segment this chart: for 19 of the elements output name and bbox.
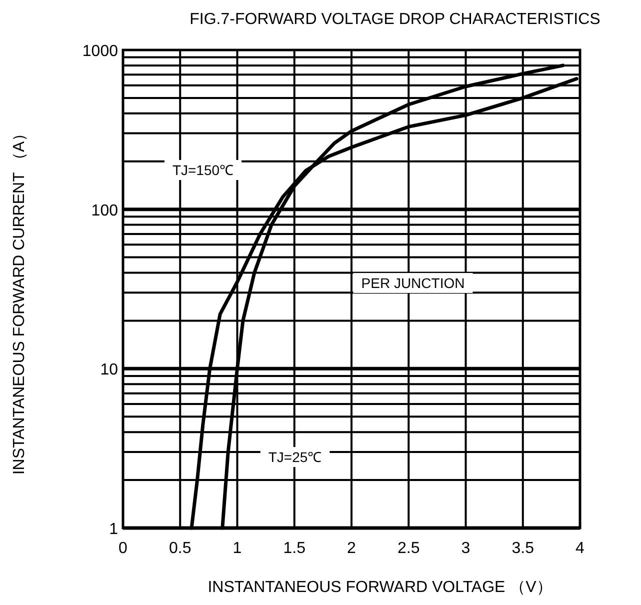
x-tick-label: 4: [576, 540, 585, 557]
chart-title: FIG.7-FORWARD VOLTAGE DROP CHARACTERISTICS: [190, 11, 600, 28]
x-axis-title: INSTANTANEOUS FORWARD VOLTAGE （V）: [208, 579, 552, 596]
x-tick-label: 0.5: [169, 540, 192, 557]
y-tick-label: 100: [91, 202, 118, 220]
x-tick-label: 3: [461, 540, 470, 557]
annotation: TJ=25℃: [268, 449, 322, 465]
x-tick-label: 1: [232, 540, 242, 557]
y-tick-label: 10: [100, 362, 118, 379]
x-tick-label: 3.5: [512, 540, 534, 557]
x-tick-label: 2: [347, 540, 356, 557]
y-axis-title: INSTANTANEOUS FORWARD CURRENT （A）: [11, 125, 28, 475]
y-tick-label: 1: [109, 521, 118, 538]
x-tick-label: 1.5: [283, 540, 306, 557]
annotation: TJ=150℃: [172, 162, 234, 178]
annotation: PER JUNCTION: [361, 275, 465, 291]
y-tick-label: 1000: [82, 43, 118, 60]
x-tick-label: 2.5: [398, 540, 420, 557]
x-tick-label: 0: [118, 540, 128, 557]
